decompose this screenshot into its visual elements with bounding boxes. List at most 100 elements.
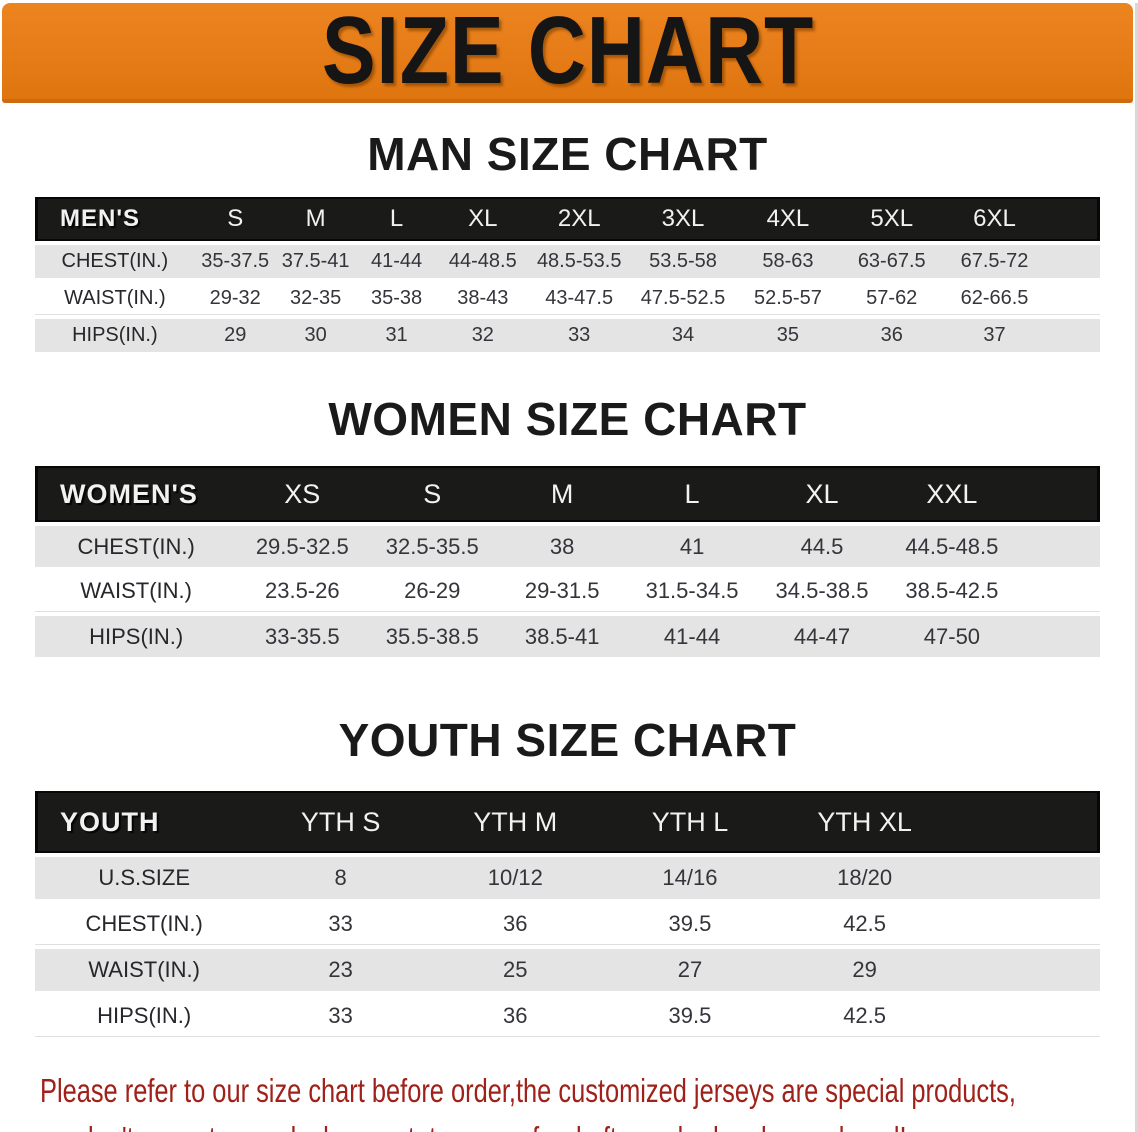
page-title: SIZE CHART	[321, 3, 814, 103]
cell: 32	[437, 319, 529, 352]
filler-cell	[1045, 319, 1100, 352]
cell: 10/12	[427, 857, 603, 899]
cell: 62-66.5	[943, 282, 1046, 315]
cell: 29.5-32.5	[237, 526, 368, 567]
cell: 37	[943, 319, 1046, 352]
cell: 31	[355, 319, 438, 352]
cell: 36	[840, 319, 944, 352]
womens-table-title: WOMEN'S	[35, 466, 238, 522]
womens-size-table: WOMEN'S XS S M L XL XXL CHEST(IN.) 29.5-…	[35, 462, 1100, 661]
cell: 29	[777, 949, 952, 991]
cell: 36	[427, 995, 603, 1037]
mens-col-header: M	[275, 197, 356, 241]
size-chart-page: SIZE CHART MAN SIZE CHART MEN'S S M L XL…	[0, 3, 1138, 1132]
table-row: U.S.SIZE 8 10/12 14/16 18/20	[35, 857, 1100, 899]
row-label: WAIST(IN.)	[35, 571, 238, 612]
cell: 29-31.5	[497, 571, 628, 612]
cell: 36	[427, 903, 603, 945]
banner: SIZE CHART	[2, 3, 1133, 103]
table-row: WAIST(IN.) 23 25 27 29	[35, 949, 1100, 991]
filler-cell	[951, 903, 1100, 945]
cell: 52.5-57	[735, 282, 841, 315]
filler-cell	[951, 995, 1100, 1037]
cell: 44.5-48.5	[886, 526, 1017, 567]
cell: 38-43	[437, 282, 529, 315]
table-row: CHEST(IN.) 33 36 39.5 42.5	[35, 903, 1100, 945]
table-row: WAIST(IN.) 23.5-26 26-29 29-31.5 31.5-34…	[35, 571, 1100, 612]
cell: 29-32	[194, 282, 276, 315]
cell: 53.5-58	[630, 245, 736, 278]
cell: 39.5	[602, 903, 778, 945]
row-label: CHEST(IN.)	[35, 526, 238, 567]
cell: 14/16	[602, 857, 778, 899]
row-label: HIPS(IN.)	[35, 995, 254, 1037]
cell: 30	[275, 319, 356, 352]
cell: 41-44	[627, 616, 758, 657]
womens-col-header: XS	[237, 466, 368, 522]
table-row: HIPS(IN.) 33 36 39.5 42.5	[35, 995, 1100, 1037]
cell: 34	[630, 319, 736, 352]
cell: 32-35	[275, 282, 356, 315]
womens-col-header: XL	[757, 466, 887, 522]
mens-col-header: 3XL	[630, 197, 736, 241]
cell: 32.5-35.5	[367, 526, 498, 567]
cell: 34.5-38.5	[757, 571, 887, 612]
cell: 26-29	[367, 571, 498, 612]
mens-col-header: 6XL	[943, 197, 1046, 241]
womens-col-header: S	[367, 466, 498, 522]
mens-col-header: S	[194, 197, 276, 241]
row-label: U.S.SIZE	[35, 857, 254, 899]
mens-col-header: 2XL	[528, 197, 631, 241]
cell: 33	[528, 319, 631, 352]
disclaimer-line-1: Please refer to our size chart before or…	[40, 1072, 1016, 1109]
mens-col-header: 4XL	[735, 197, 841, 241]
cell: 33	[253, 903, 428, 945]
filler-cell	[1016, 616, 1100, 657]
youth-col-header: YTH XL	[777, 791, 952, 853]
table-row: HIPS(IN.) 33-35.5 35.5-38.5 38.5-41 41-4…	[35, 616, 1100, 657]
table-row: WAIST(IN.) 29-32 32-35 35-38 38-43 43-47…	[35, 282, 1100, 315]
cell: 39.5	[602, 995, 778, 1037]
youth-col-header: YTH M	[427, 791, 603, 853]
disclaimer-line-2: we don't accept cancel, change, teturn o…	[40, 1115, 907, 1132]
cell: 38.5-41	[497, 616, 628, 657]
filler-cell	[1045, 197, 1100, 241]
filler-cell	[1016, 466, 1100, 522]
cell: 18/20	[777, 857, 952, 899]
cell: 31.5-34.5	[627, 571, 758, 612]
cell: 47-50	[886, 616, 1017, 657]
youth-table-title: YOUTH	[35, 791, 254, 853]
cell: 37.5-41	[275, 245, 356, 278]
cell: 63-67.5	[840, 245, 944, 278]
cell: 42.5	[777, 995, 952, 1037]
disclaimer: Please refer to our size chart before or…	[0, 1067, 1135, 1132]
mens-col-header: 5XL	[840, 197, 944, 241]
youth-size-table: YOUTH YTH S YTH M YTH L YTH XL U.S.SIZE …	[35, 787, 1100, 1041]
women-section-heading: WOMEN SIZE CHART	[328, 393, 807, 445]
filler-cell	[951, 857, 1100, 899]
womens-col-header: M	[497, 466, 628, 522]
table-row: CHEST(IN.) 35-37.5 37.5-41 41-44 44-48.5…	[35, 245, 1100, 278]
filler-cell	[951, 791, 1100, 853]
cell: 42.5	[777, 903, 952, 945]
mens-col-header: L	[355, 197, 438, 241]
filler-cell	[1016, 526, 1100, 567]
youth-col-header: YTH L	[602, 791, 778, 853]
cell: 35-37.5	[194, 245, 276, 278]
filler-cell	[951, 949, 1100, 991]
row-label: CHEST(IN.)	[35, 245, 195, 278]
cell: 41	[627, 526, 758, 567]
youth-header-row: YOUTH YTH S YTH M YTH L YTH XL	[35, 791, 1100, 853]
cell: 23	[253, 949, 428, 991]
table-row: HIPS(IN.) 29 30 31 32 33 34 35 36 37	[35, 319, 1100, 352]
row-label: CHEST(IN.)	[35, 903, 254, 945]
men-section-heading: MAN SIZE CHART	[367, 128, 768, 180]
cell: 44-48.5	[437, 245, 529, 278]
cell: 44-47	[757, 616, 887, 657]
cell: 35-38	[355, 282, 438, 315]
filler-cell	[1045, 282, 1100, 315]
cell: 47.5-52.5	[630, 282, 736, 315]
mens-size-table: MEN'S S M L XL 2XL 3XL 4XL 5XL 6XL CHEST…	[35, 193, 1100, 356]
cell: 33-35.5	[237, 616, 368, 657]
womens-col-header: XXL	[886, 466, 1017, 522]
